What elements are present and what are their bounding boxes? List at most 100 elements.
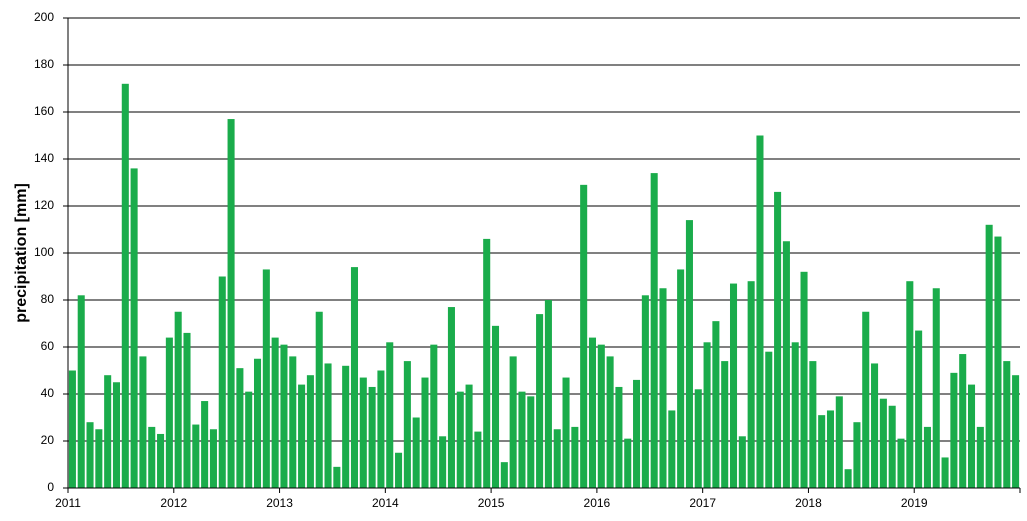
bar — [342, 365, 350, 488]
bar — [359, 377, 367, 488]
bar — [650, 173, 658, 488]
bar — [236, 368, 244, 488]
bar — [994, 236, 1002, 488]
bar — [782, 241, 790, 488]
y-tick-label: 100 — [34, 245, 54, 259]
x-tick-label: 2019 — [901, 496, 928, 510]
bar — [703, 342, 711, 488]
bar — [165, 337, 173, 488]
bar — [774, 191, 782, 488]
bar — [491, 325, 500, 488]
x-tick-label: 2016 — [584, 496, 611, 510]
bar — [791, 342, 799, 488]
bar — [298, 384, 306, 488]
bar — [641, 295, 649, 488]
bar — [201, 401, 209, 488]
bar — [306, 375, 314, 488]
bar — [192, 424, 200, 488]
bar — [606, 356, 614, 488]
bar — [218, 276, 226, 488]
bar — [668, 410, 676, 488]
y-tick-label: 80 — [41, 292, 55, 306]
bar — [483, 238, 491, 488]
bar — [941, 457, 949, 488]
bar — [923, 426, 931, 488]
bar — [1003, 361, 1011, 488]
bar — [403, 361, 411, 488]
bar — [712, 321, 720, 488]
bar — [95, 429, 103, 488]
bar — [262, 269, 270, 488]
bar — [765, 351, 773, 488]
bar — [871, 363, 879, 488]
bar — [694, 389, 702, 488]
bar — [615, 386, 623, 488]
bar — [350, 267, 359, 488]
bar — [1012, 375, 1020, 488]
bar — [976, 426, 984, 488]
y-tick-label: 200 — [34, 10, 54, 24]
bar — [985, 224, 993, 489]
bar — [315, 311, 323, 488]
bar — [677, 269, 685, 488]
x-tick-label: 2014 — [372, 496, 399, 510]
bar — [271, 337, 279, 488]
bar — [835, 396, 843, 488]
x-tick-label: 2012 — [160, 496, 187, 510]
y-axis-label: precipitation [mm] — [13, 183, 30, 323]
bar — [377, 370, 385, 488]
bar — [932, 288, 940, 488]
bar — [77, 295, 85, 488]
bar — [518, 391, 526, 488]
bar — [174, 311, 182, 488]
bar — [412, 417, 420, 488]
bar — [747, 281, 755, 488]
bar — [633, 379, 641, 488]
bar — [253, 358, 262, 488]
bar — [447, 307, 455, 488]
bar — [395, 452, 403, 488]
bar — [333, 466, 341, 488]
bar — [104, 375, 112, 488]
bar — [324, 363, 332, 488]
bar — [967, 384, 976, 488]
x-tick-label: 2013 — [266, 496, 293, 510]
x-tick-label: 2017 — [689, 496, 716, 510]
bar — [959, 354, 967, 488]
bar — [112, 382, 121, 488]
bar — [289, 356, 297, 488]
y-tick-label: 20 — [41, 433, 55, 447]
bar — [439, 436, 447, 488]
bar — [729, 283, 738, 488]
bar — [368, 386, 376, 488]
bar — [597, 344, 605, 488]
bar — [139, 356, 147, 488]
bar — [474, 431, 482, 488]
y-tick-label: 180 — [34, 57, 54, 71]
bar — [738, 436, 746, 488]
bar — [888, 405, 896, 488]
bar — [853, 422, 861, 488]
bar — [509, 356, 517, 488]
bar — [227, 119, 235, 489]
bar — [862, 311, 870, 488]
bar — [685, 220, 693, 488]
bar — [121, 83, 129, 489]
y-tick-label: 160 — [34, 104, 54, 118]
bar — [580, 184, 588, 488]
bar — [624, 438, 632, 488]
bar — [571, 426, 579, 488]
bar — [536, 314, 544, 488]
bar — [906, 281, 914, 488]
bar — [527, 396, 535, 488]
y-tick-label: 140 — [34, 151, 54, 165]
bar — [209, 429, 217, 488]
bar — [456, 391, 464, 488]
bar — [245, 391, 253, 488]
bar — [553, 429, 561, 488]
bar — [915, 330, 923, 488]
bar — [809, 361, 817, 488]
bar — [950, 372, 958, 488]
bar — [86, 422, 94, 488]
bar — [386, 342, 394, 488]
